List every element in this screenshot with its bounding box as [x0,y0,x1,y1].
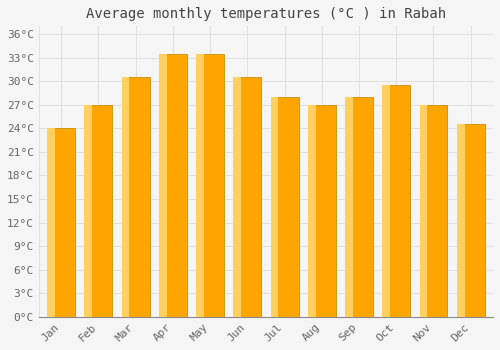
Bar [420,105,428,317]
Bar [270,97,278,317]
Bar [457,125,484,317]
Bar [234,77,241,317]
Bar [457,125,464,317]
Bar [345,97,373,317]
Bar [196,54,204,317]
Bar [382,85,410,317]
Bar [382,85,390,317]
Bar [84,105,92,317]
Bar [84,105,112,317]
Bar [308,105,336,317]
Bar [159,54,166,317]
Bar [234,77,262,317]
Bar [420,105,448,317]
Bar [159,54,187,317]
Bar [122,77,150,317]
Bar [122,77,130,317]
Title: Average monthly temperatures (°C ) in Rabah: Average monthly temperatures (°C ) in Ra… [86,7,446,21]
Bar [270,97,298,317]
Bar [345,97,353,317]
Bar [308,105,316,317]
Bar [47,128,75,317]
Bar [196,54,224,317]
Bar [47,128,55,317]
